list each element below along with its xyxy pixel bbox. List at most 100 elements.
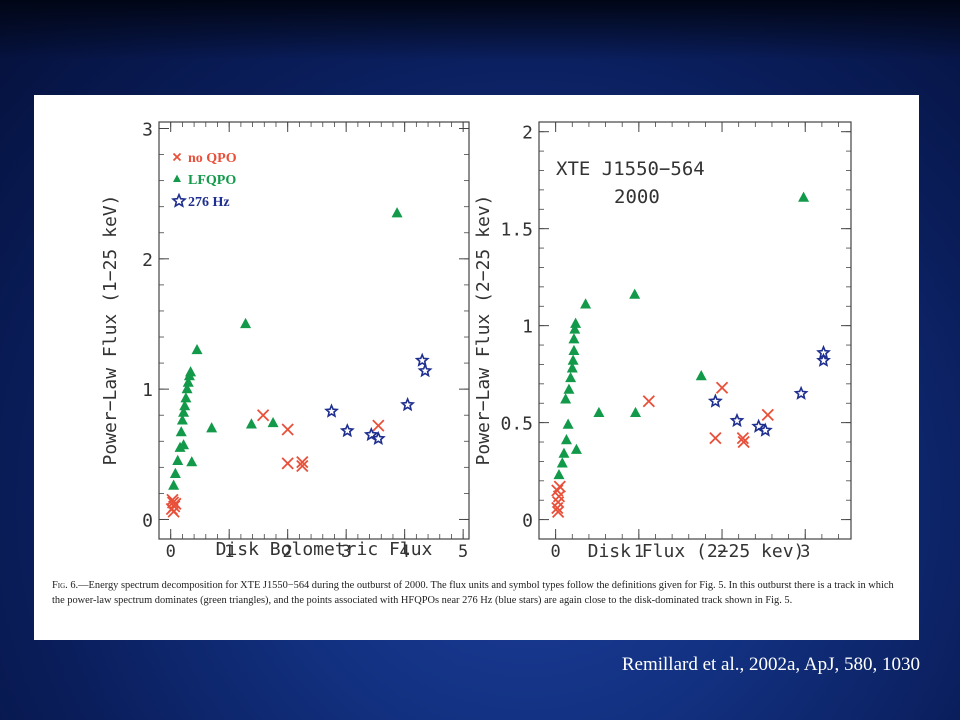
data-point-x: [169, 497, 182, 510]
data-point-triangle: [179, 400, 191, 411]
data-point-triangle: [562, 418, 574, 429]
data-point-star: [816, 352, 831, 367]
x-tick-label: 3: [341, 542, 351, 562]
ticks: 0 1 2 3 0 0.5 1 1.5 2: [500, 122, 851, 562]
legend-marker-x: [172, 152, 182, 162]
x-tick-label: 5: [458, 542, 468, 562]
data-point-triangle: [568, 333, 580, 344]
data-point-triangle: [245, 418, 257, 429]
data-point-triangle: [178, 439, 190, 450]
y-tick-label: 2: [142, 250, 153, 271]
data-points: [165, 207, 433, 518]
y-tick-label: 1.5: [500, 220, 533, 241]
figure-caption: Fig. 6.—Energy spectrum decomposition fo…: [52, 578, 904, 608]
data-point-star: [417, 363, 433, 378]
legend-lfqpo: LFQPO: [188, 173, 236, 188]
chart-bolometric: 0 1 2 3 4 5 0 1 2 3 Disk Bolometric Flux Power−La…: [100, 120, 470, 562]
data-point-star: [729, 412, 745, 428]
x-tick-label: 4: [400, 542, 410, 562]
data-point-x: [551, 505, 565, 518]
data-point-triangle: [182, 376, 194, 387]
data-points: [551, 191, 831, 518]
data-point-x: [715, 381, 729, 394]
caption-label: Fig. 6.: [52, 580, 79, 591]
x-tick-label: 1: [224, 542, 234, 562]
data-point-triangle: [553, 468, 565, 480]
caption-text: —Energy spectrum decomposition for XTE J…: [52, 580, 894, 606]
data-point-star: [363, 426, 379, 442]
x-tick-label: 0: [166, 542, 176, 562]
data-point-star: [414, 352, 430, 367]
chart-title: XTE J1550−564: [556, 158, 705, 180]
data-point-triangle: [568, 344, 580, 355]
y-tick-label: 0.5: [500, 414, 533, 435]
data-point-triangle: [168, 479, 180, 490]
y-tick-label: 1: [142, 380, 153, 401]
data-point-triangle: [798, 191, 810, 202]
data-point-x: [709, 432, 722, 445]
data-point-x: [281, 457, 294, 470]
plot-frame: [538, 121, 852, 540]
legend-no-qpo: no QPO: [188, 151, 237, 166]
legend-276hz: 276 Hz: [188, 195, 230, 210]
data-point-star: [707, 393, 723, 408]
legend-marker-star: [171, 192, 187, 208]
slide-header-band: [0, 0, 960, 60]
data-point-x: [296, 455, 309, 469]
data-point-x: [761, 408, 774, 422]
data-point-triangle: [558, 447, 570, 458]
data-point-star: [370, 430, 386, 445]
data-point-triangle: [185, 366, 197, 377]
data-point-star: [400, 396, 416, 412]
data-point-triangle: [593, 406, 605, 418]
data-point-triangle: [560, 393, 572, 404]
data-point-triangle: [180, 392, 192, 403]
data-point-triangle: [560, 434, 572, 445]
y-tick-label: 0: [142, 510, 153, 531]
data-point-triangle: [181, 383, 193, 394]
data-point-x: [281, 423, 294, 436]
data-point-triangle: [569, 323, 581, 334]
data-point-triangle: [176, 414, 188, 425]
data-point-triangle: [169, 467, 181, 478]
data-point-triangle: [580, 298, 592, 309]
x-axis-label: Disk Bolometric Flux: [216, 539, 433, 560]
data-point-x: [256, 409, 270, 422]
data-point-triangle: [570, 317, 582, 328]
x-tick-label: 0: [551, 542, 561, 562]
ticks: 0 1 2 3 4 5 0 1 2 3: [142, 120, 469, 562]
legend: no QPO LFQPO 276 Hz: [171, 151, 237, 210]
x-tick-label: 2: [283, 542, 293, 562]
data-point-triangle: [240, 317, 252, 329]
plot-frame: [158, 121, 470, 540]
x-tick-label: 2: [717, 542, 727, 562]
scatter-plots: 0 1 2 3 4 5 0 1 2 3 Disk Bolometric Flux Power−La…: [100, 120, 852, 562]
data-point-star: [757, 422, 773, 437]
chart-disk-flux: 0 1 2 3 0 0.5 1 1.5 2 XTE J1550−564 2000 Disk Fl…: [473, 121, 852, 562]
data-point-triangle: [566, 362, 578, 373]
data-point-triangle: [629, 288, 641, 299]
citation: Remillard et al., 2002a, ApJ, 580, 1030: [621, 654, 920, 675]
data-point-triangle: [570, 443, 582, 454]
data-point-triangle: [186, 456, 198, 467]
data-point-triangle: [178, 406, 190, 417]
data-point-triangle: [267, 416, 279, 428]
data-point-triangle: [565, 371, 577, 383]
x-tick-label: 3: [800, 542, 810, 562]
data-point-x: [736, 432, 749, 445]
y-tick-label: 3: [142, 120, 153, 141]
data-point-star: [793, 385, 809, 400]
x-tick-label: 1: [634, 542, 644, 562]
x-axis-label: Disk Flux (2−25 kev): [588, 541, 805, 562]
legend-marker-triangle: [173, 174, 181, 182]
data-point-star: [751, 418, 767, 433]
data-point-triangle: [695, 370, 707, 381]
data-point-x: [296, 459, 309, 473]
y-tick-label: 0: [522, 511, 533, 532]
figure-panel: 0 1 2 3 4 5 0 1 2 3 Disk Bolometric Flux Power−La…: [34, 95, 919, 640]
data-point-triangle: [206, 422, 218, 433]
data-point-star: [324, 403, 339, 418]
data-point-triangle: [175, 426, 187, 437]
y-tick-label: 1: [522, 317, 533, 338]
data-point-x: [372, 419, 385, 432]
